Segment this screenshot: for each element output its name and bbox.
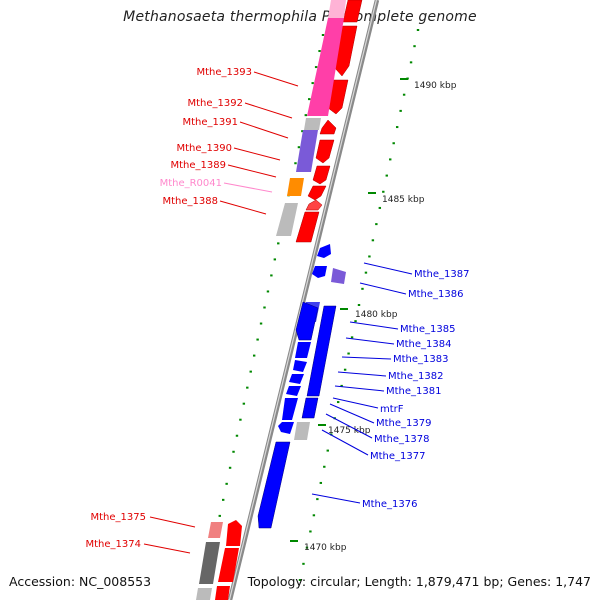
cog-block-orange (287, 178, 304, 196)
gene-label: Mthe_1375 (91, 512, 147, 523)
gene-label: mtrF (380, 404, 404, 415)
gene-arrow-reverse (278, 422, 294, 434)
gene-arrow-reverse (293, 360, 307, 372)
cog-block-violet (296, 130, 318, 172)
cog-block-darkgray (199, 542, 220, 584)
gene-arrow-forward (295, 211, 320, 243)
gene-arrow-reverse (257, 441, 291, 529)
gene-label: Mthe_1381 (386, 386, 442, 397)
gene-label: Mthe_1377 (370, 451, 426, 462)
gene-arrow-forward (315, 139, 335, 164)
gene-arrow-forward (319, 119, 337, 135)
gene-arrow-forward (305, 199, 323, 211)
gene-label: Mthe_1386 (408, 289, 464, 300)
gene-arrow-reverse (295, 301, 319, 341)
ruler-label: 1470 kbp (304, 543, 347, 553)
gene-features (196, 0, 363, 600)
gene-label: Mthe_R0041 (160, 178, 222, 189)
gene-label: Mthe_1378 (374, 434, 430, 445)
gene-label: Mthe_1388 (163, 196, 219, 207)
ruler-label: 1490 kbp (414, 81, 457, 91)
backbone (227, 0, 380, 600)
gene-arrow-forward (226, 520, 242, 546)
ruler-label: 1475 kbp (328, 426, 371, 436)
gene-label: Mthe_1391 (183, 117, 239, 128)
gene-label: Mthe_1387 (414, 269, 470, 280)
gene-label: Mthe_1389 (171, 160, 227, 171)
gene-arrow-forward (342, 0, 363, 23)
gene-arrow-reverse (312, 266, 327, 278)
ruler-label: 1485 kbp (382, 195, 425, 205)
cog-block-gray (294, 422, 310, 440)
gene-label: Mthe_1392 (188, 98, 244, 109)
cog-block-gray (196, 588, 212, 600)
map-title: Methanosaeta thermophila PT, complete ge… (123, 9, 477, 25)
cog-block-light (328, 0, 346, 18)
gene-label: Mthe_1383 (393, 354, 449, 365)
ruler: 1490 kbp 1485 kbp 1480 kbp 1475 kbp 1470… (290, 78, 457, 553)
gene-label: Mthe_1393 (197, 67, 253, 78)
right-gene-labels: Mthe_1387 Mthe_1386 Mthe_1385 Mthe_1384 … (311, 262, 470, 510)
gene-arrow-forward (215, 586, 230, 600)
gene-label: Mthe_1374 (86, 539, 142, 550)
gene-arrow-reverse (301, 397, 319, 419)
gene-label: Mthe_1384 (396, 339, 452, 350)
cog-block-violet (331, 268, 346, 284)
gene-arrow-forward (312, 165, 331, 185)
gene-arrow-forward (218, 548, 239, 582)
gene-label: Mthe_1379 (376, 418, 432, 429)
cog-block-gray (276, 203, 298, 236)
cog-block-pink (307, 18, 344, 116)
gene-arrow-reverse (282, 398, 298, 420)
cog-block-gray (304, 118, 321, 130)
ruler-label: 1480 kbp (355, 310, 398, 320)
cog-block-salmon (208, 522, 223, 538)
gene-arrow-reverse (317, 244, 331, 258)
gene-arrow-reverse (286, 386, 301, 396)
gene-arrow-forward (307, 185, 327, 201)
gene-arrow-reverse (306, 305, 337, 397)
gene-arrow-reverse (295, 342, 311, 358)
gene-label: Mthe_1382 (388, 371, 444, 382)
gene-label: Mthe_1385 (400, 324, 456, 335)
gene-arrow-reverse (289, 374, 304, 384)
genome-summary-text: Topology: circular; Length: 1,879,471 bp… (247, 574, 591, 589)
accession-text: Accession: NC_008553 (9, 574, 152, 589)
left-gene-labels: Mthe_1393 Mthe_1392 Mthe_1391 Mthe_1390 … (86, 67, 299, 554)
gene-label: Mthe_1390 (177, 143, 233, 154)
gene-label: Mthe_1376 (362, 499, 418, 510)
